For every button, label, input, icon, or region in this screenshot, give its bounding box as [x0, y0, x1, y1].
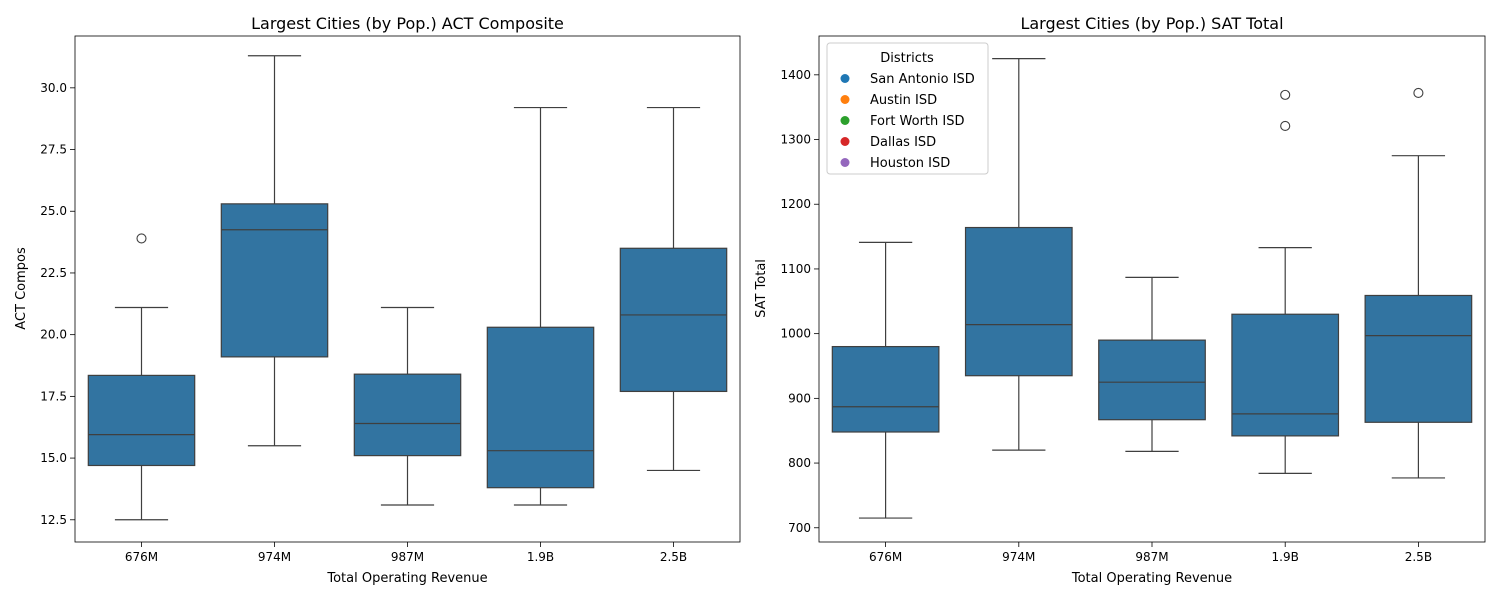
iqr-box — [486, 326, 595, 489]
legend-marker — [840, 158, 850, 167]
axes-frame — [74, 35, 741, 543]
iqr-box — [220, 203, 329, 358]
y-tick-label: 17.5 — [40, 389, 67, 403]
legend-entry-label: Houston ISD — [870, 156, 950, 171]
x-tick-label: 974M — [1002, 550, 1035, 564]
iqr-box — [353, 373, 462, 457]
y-tick-label: 700 — [788, 521, 811, 535]
y-tick-label: 30.0 — [40, 81, 67, 95]
iqr-box — [1098, 339, 1206, 421]
x-tick-label: 676M — [125, 550, 158, 564]
y-axis-label: SAT Total — [754, 259, 769, 318]
box-676M — [87, 233, 196, 521]
act-composite-chart: Largest Cities (by Pop.) ACT Composite T… — [14, 14, 741, 586]
x-tick-label: 987M — [391, 550, 424, 564]
legend-entry-label: Fort Worth ISD — [870, 114, 965, 129]
iqr-box — [619, 247, 728, 393]
chart-title: Largest Cities (by Pop.) ACT Composite — [251, 14, 564, 33]
legend-entry-label: San Antonio ISD — [870, 72, 975, 87]
box-2.5B — [619, 106, 728, 472]
plot-area: 12.5 15.0 17.5 20.0 22.5 25.0 27.5 30.0 676M 974M… — [40, 35, 741, 564]
sat-total-chart: Largest Cities (by Pop.) SAT Total Total… — [754, 14, 1486, 586]
x-tick-label: 2.5B — [1405, 550, 1432, 564]
y-tick-label: 900 — [788, 391, 811, 405]
y-axis-label: ACT Compos — [14, 247, 29, 330]
legend: Districts San Antonio ISD Austin ISD Fort W… — [826, 42, 989, 175]
x-tick-label: 1.9B — [1272, 550, 1299, 564]
outlier-point — [1280, 120, 1291, 131]
box-1.9B — [486, 106, 595, 506]
y-tick-label: 15.0 — [40, 451, 67, 465]
box-1.9B — [1231, 89, 1340, 475]
y-tick-label: 22.5 — [40, 266, 67, 280]
plot-area: 700 800 900 1000 1100 1200 1300 1400 676M 974M 987… — [780, 35, 1486, 564]
y-tick-label: 800 — [788, 456, 811, 470]
iqr-box — [964, 226, 1073, 377]
chart-title: Largest Cities (by Pop.) SAT Total — [1020, 14, 1283, 33]
iqr-box — [831, 345, 940, 433]
legend-marker — [840, 116, 850, 125]
box-974M — [220, 55, 329, 447]
y-tick-label: 12.5 — [40, 513, 67, 527]
box-987M — [353, 306, 462, 506]
iqr-box — [1231, 313, 1340, 437]
legend-entry-label: Dallas ISD — [870, 135, 936, 150]
x-tick-label: 1.9B — [527, 550, 554, 564]
y-tick-label: 1400 — [780, 68, 811, 82]
y-tick-label: 25.0 — [40, 204, 67, 218]
outlier-point — [1280, 89, 1291, 100]
legend-box — [826, 42, 989, 175]
y-tick-label: 27.5 — [40, 143, 67, 157]
legend-title: Districts — [880, 51, 934, 66]
x-tick-label: 987M — [1135, 550, 1168, 564]
y-tick-label: 1100 — [780, 262, 811, 276]
x-axis-label: Total Operating Revenue — [1071, 571, 1232, 586]
y-tick-label: 1200 — [780, 197, 811, 211]
y-tick-label: 20.0 — [40, 328, 67, 342]
legend-marker — [840, 95, 850, 104]
box-2.5B — [1364, 87, 1473, 479]
legend-marker — [840, 74, 850, 83]
y-tick-label: 1000 — [780, 327, 811, 341]
outlier-point — [136, 233, 147, 244]
box-676M — [831, 241, 940, 519]
iqr-box — [87, 374, 196, 467]
iqr-box — [1364, 294, 1473, 423]
x-tick-label: 676M — [869, 550, 902, 564]
x-tick-label: 974M — [258, 550, 291, 564]
box-974M — [964, 58, 1073, 451]
legend-marker — [840, 137, 850, 146]
axes-frame — [818, 35, 1486, 543]
outlier-point — [1413, 87, 1424, 98]
x-tick-label: 2.5B — [660, 550, 687, 564]
x-axis-label: Total Operating Revenue — [326, 571, 487, 586]
y-tick-label: 1300 — [780, 133, 811, 147]
legend-entry-label: Austin ISD — [870, 93, 937, 108]
box-987M — [1098, 276, 1206, 453]
